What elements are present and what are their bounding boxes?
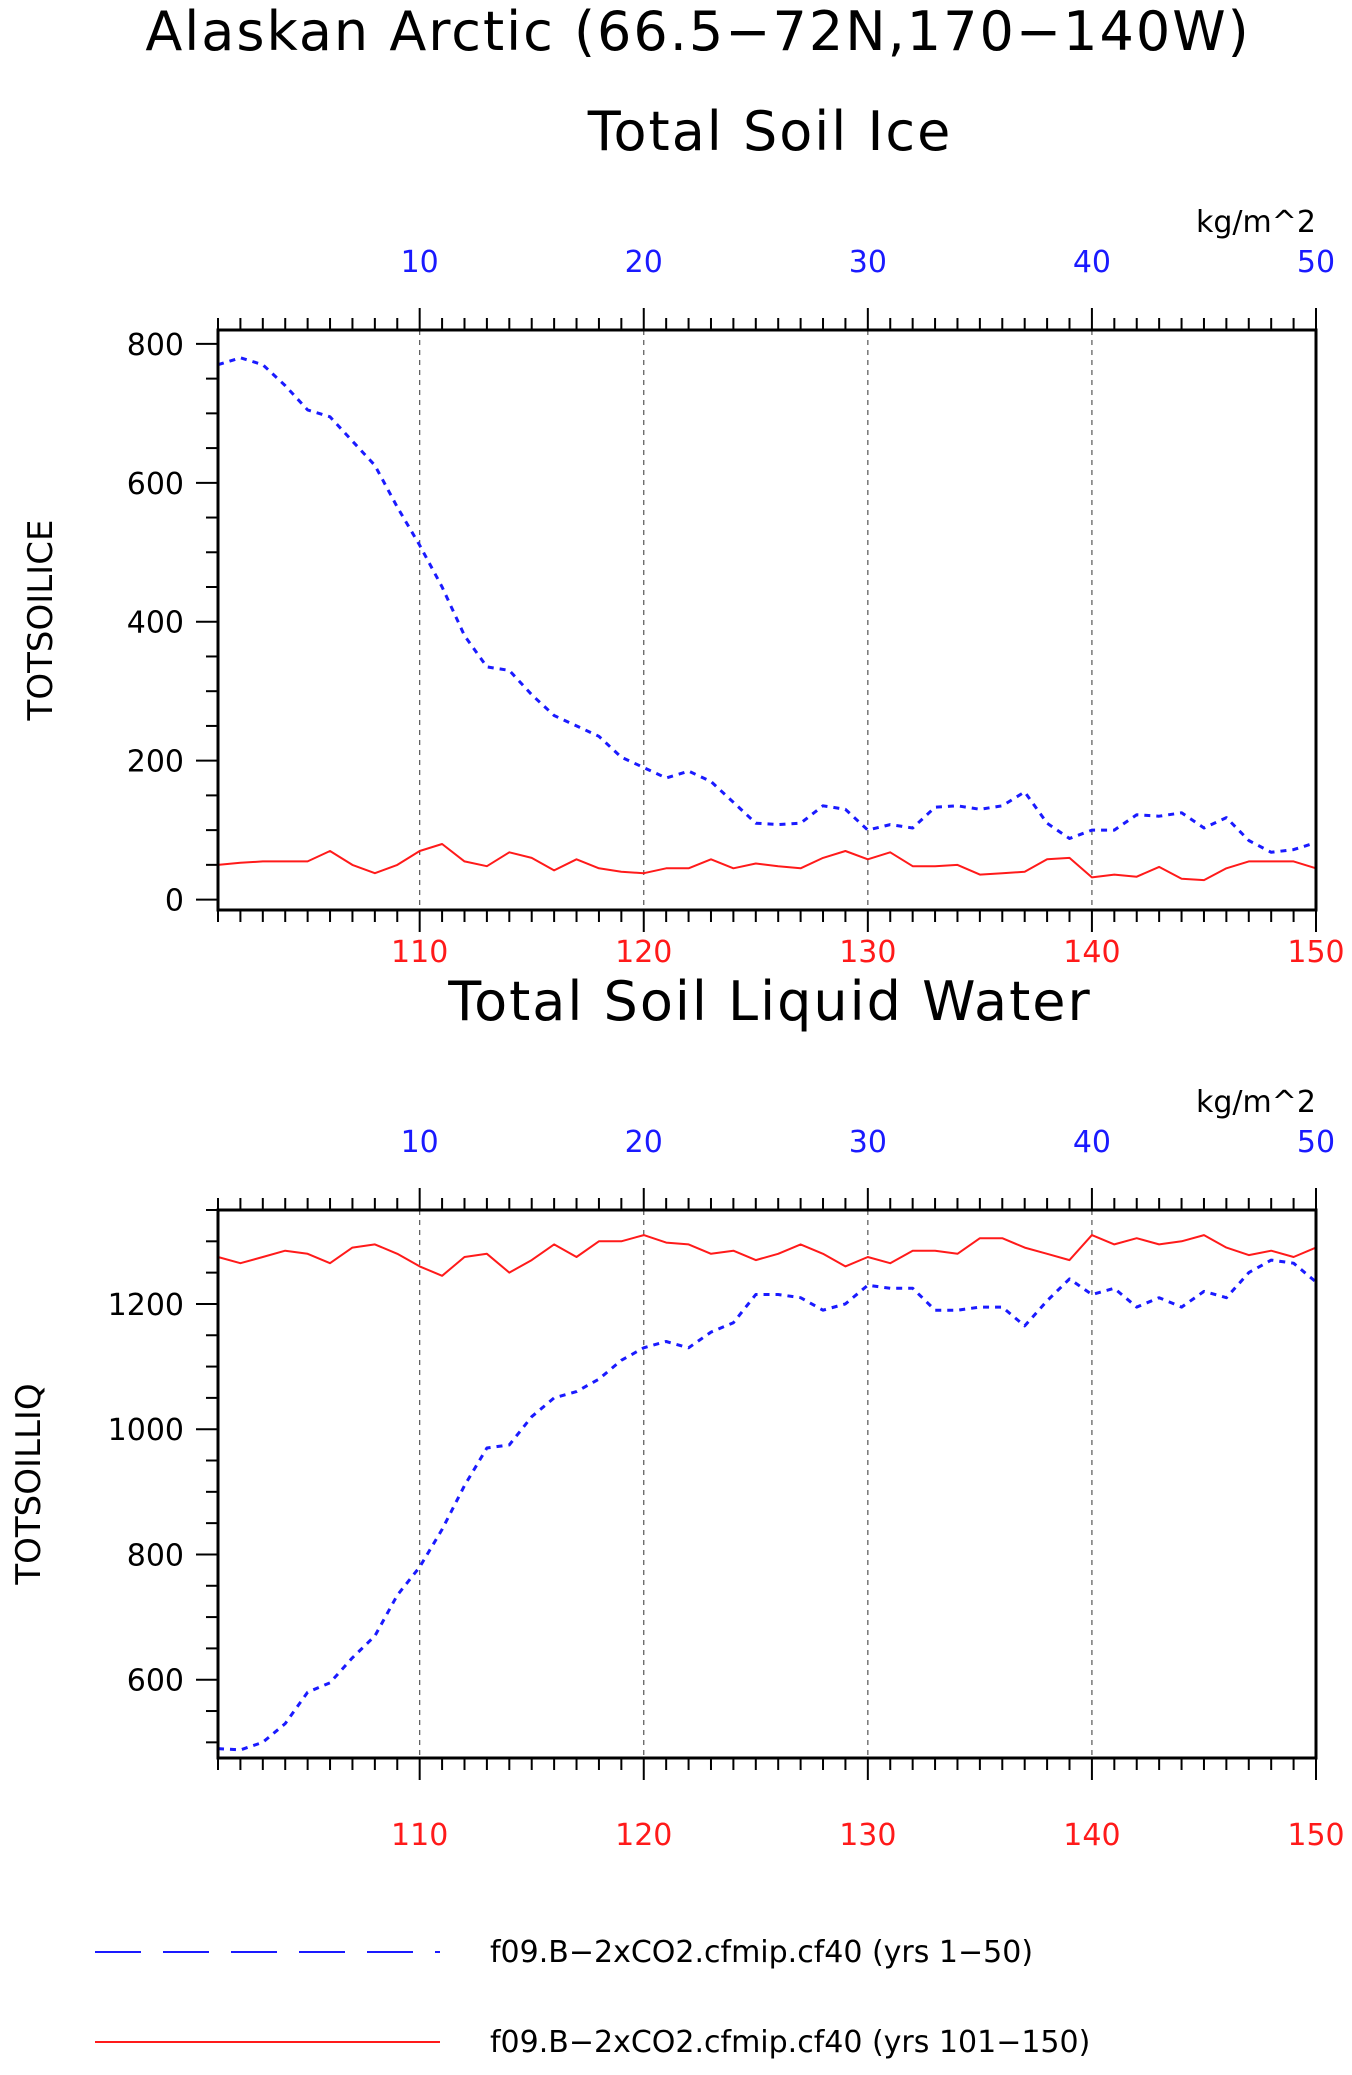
x-top-tick-label: 40 xyxy=(1073,245,1111,280)
series-line-yrs-1-50 xyxy=(217,356,1317,854)
units-label: kg/m^2 xyxy=(1196,205,1316,240)
x-bottom-tick-label: 150 xyxy=(1287,935,1344,970)
x-bottom-tick-label: 120 xyxy=(615,1818,672,1853)
y-tick-label: 600 xyxy=(127,467,184,502)
x-bottom-tick-label: 110 xyxy=(391,1818,448,1853)
x-bottom-tick-label: 130 xyxy=(839,1818,896,1853)
plot-frame xyxy=(216,328,1318,912)
y-axis-label: TOTSOILLIQ xyxy=(9,1383,49,1585)
x-bottom-tick-label: 130 xyxy=(839,935,896,970)
y-tick-label: 1000 xyxy=(108,1413,184,1448)
legend-label-blue: f09.B−2xCO2.cfmip.cf40 (yrs 1−50) xyxy=(490,1935,1033,1970)
x-bottom-tick-label: 140 xyxy=(1063,935,1120,970)
x-top-tick-label: 40 xyxy=(1073,1125,1111,1160)
panel-title: Total Soil Liquid Water xyxy=(447,970,1091,1033)
y-tick-label: 800 xyxy=(127,1538,184,1573)
x-top-tick-label: 30 xyxy=(849,245,887,280)
x-top-tick-label: 20 xyxy=(625,245,663,280)
panel-title: Total Soil Ice xyxy=(587,100,953,163)
y-tick-label: 600 xyxy=(127,1664,184,1699)
x-top-tick-label: 10 xyxy=(401,245,439,280)
y-tick-label: 400 xyxy=(127,606,184,641)
series-line-yrs-1-50 xyxy=(217,1258,1317,1752)
x-top-tick-label: 50 xyxy=(1297,245,1335,280)
y-tick-label: 800 xyxy=(127,328,184,363)
x-bottom-tick-label: 150 xyxy=(1287,1818,1344,1853)
x-bottom-tick-label: 120 xyxy=(615,935,672,970)
series-line-yrs-101-150 xyxy=(217,843,1317,882)
x-top-tick-label: 30 xyxy=(849,1125,887,1160)
x-top-tick-label: 10 xyxy=(401,1125,439,1160)
y-axis-label: TOTSOILICE xyxy=(21,520,61,722)
series-line-yrs-101-150 xyxy=(217,1234,1317,1277)
x-top-tick-label: 20 xyxy=(625,1125,663,1160)
legend: f09.B−2xCO2.cfmip.cf40 (yrs 1−50) f09.B−… xyxy=(95,1935,1090,2060)
x-bottom-tick-label: 110 xyxy=(391,935,448,970)
figure-title: Alaskan Arctic (66.5−72N,170−140W) xyxy=(145,0,1250,63)
units-label: kg/m^2 xyxy=(1196,1085,1316,1120)
y-tick-label: 200 xyxy=(127,745,184,780)
plot-frame xyxy=(216,1208,1318,1760)
legend-label-red: f09.B−2xCO2.cfmip.cf40 (yrs 101−150) xyxy=(490,2025,1090,2060)
x-top-tick-label: 50 xyxy=(1297,1125,1335,1160)
y-tick-label: 1200 xyxy=(108,1288,184,1323)
x-bottom-tick-label: 140 xyxy=(1063,1818,1120,1853)
y-tick-label: 0 xyxy=(165,884,184,919)
panel-soil-ice: Total Soil Ice kg/m^2 TOTSOILICE 0 200 400 600… xyxy=(21,100,1345,970)
panel-soil-liquid: Total Soil Liquid Water kg/m^2 TOTSOILLIQ 6… xyxy=(9,970,1345,1853)
